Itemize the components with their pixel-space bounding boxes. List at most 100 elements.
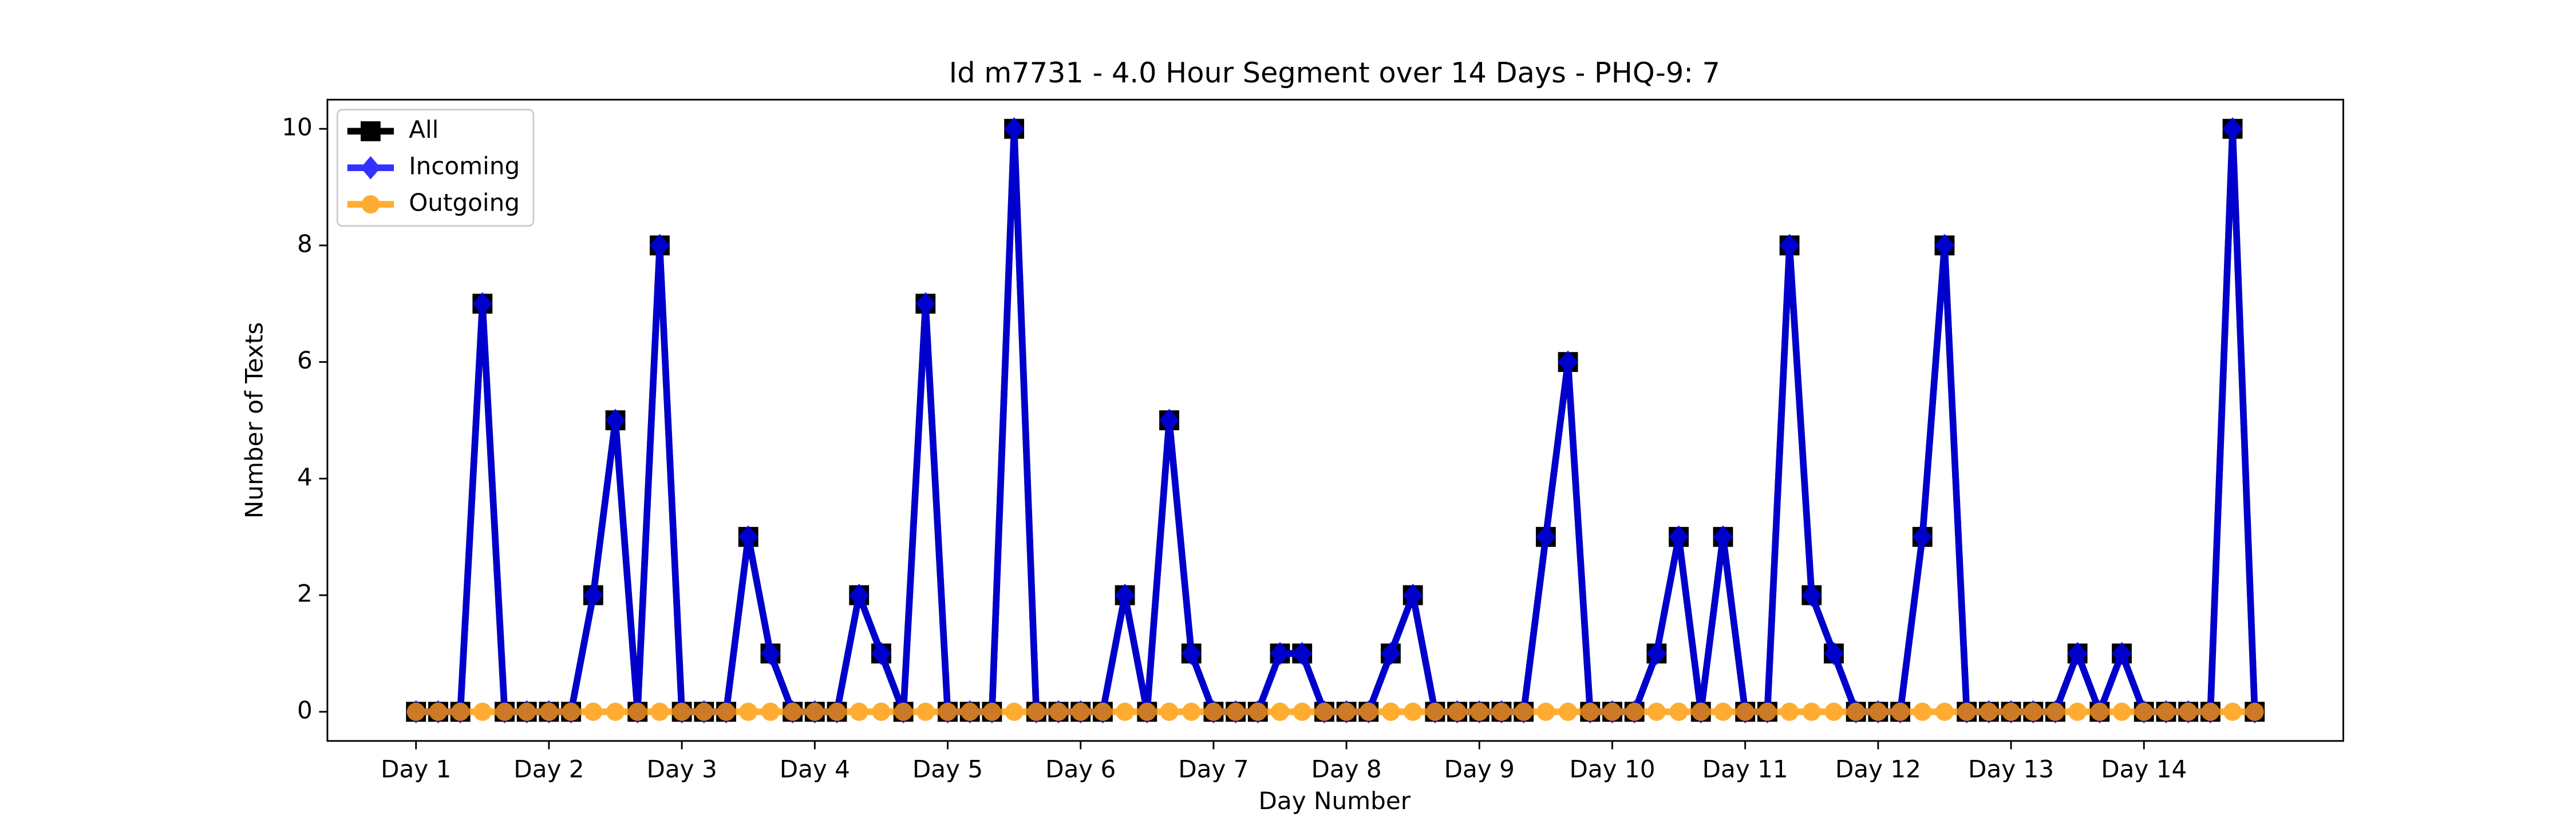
series-line [416, 125, 2258, 715]
marker [1315, 702, 1334, 721]
marker [2046, 702, 2065, 721]
marker [1646, 641, 1667, 665]
marker [2090, 702, 2109, 721]
marker [1271, 702, 1289, 721]
marker [628, 702, 647, 721]
marker [694, 702, 713, 721]
legend-entry [347, 121, 394, 141]
legend-label: All [409, 116, 438, 144]
marker [1714, 702, 1732, 721]
x-tick-label: Day 3 [646, 755, 717, 783]
marker [849, 583, 870, 607]
legend-box [336, 109, 535, 227]
marker [1492, 702, 1511, 721]
marker [1980, 702, 1998, 721]
marker [1381, 641, 1401, 665]
marker [894, 702, 913, 721]
marker [2179, 702, 2198, 721]
marker [1669, 702, 1688, 721]
marker [739, 702, 758, 721]
y-tick-label: 0 [297, 696, 313, 724]
marker [1226, 702, 1245, 721]
x-tick-label: Day 9 [1444, 755, 1515, 783]
marker [1249, 702, 1267, 721]
chart-title: Id m7731 - 4.0 Hour Segment over 14 Days… [949, 56, 1720, 89]
y-tick-label: 4 [297, 463, 313, 491]
marker [1824, 702, 1843, 721]
marker [539, 702, 558, 721]
marker [828, 702, 846, 721]
marker [1647, 702, 1666, 721]
marker [2112, 702, 2131, 721]
marker [1337, 702, 1356, 721]
marker [1514, 702, 1533, 721]
y-axis-label: Number of Texts [240, 322, 268, 518]
x-tick-label: Day 7 [1178, 755, 1249, 783]
plot-frame [326, 98, 2344, 742]
marker [1801, 583, 1822, 607]
marker [1559, 702, 1578, 721]
marker [650, 233, 670, 258]
legend-entry [347, 195, 394, 214]
marker [1934, 233, 1955, 258]
marker [451, 702, 470, 721]
marker [961, 702, 979, 721]
marker [783, 702, 802, 721]
x-tick-label: Day 2 [513, 755, 584, 783]
marker [1824, 641, 1844, 665]
marker [1736, 702, 1755, 721]
legend-label: Incoming [409, 152, 520, 180]
marker [1359, 702, 1378, 721]
marker [2024, 702, 2042, 721]
marker [562, 702, 580, 721]
marker [650, 702, 669, 721]
marker [761, 702, 780, 721]
marker [1935, 702, 1954, 721]
legend-label: Outgoing [409, 189, 520, 217]
marker [361, 121, 381, 141]
marker [1071, 702, 1090, 721]
marker [1182, 702, 1201, 721]
y-tick-label: 10 [282, 113, 313, 141]
marker [406, 702, 425, 721]
marker [2067, 641, 2088, 665]
marker [2135, 702, 2154, 721]
x-tick-label: Day 6 [1045, 755, 1116, 783]
marker [1912, 525, 1933, 549]
marker [1027, 702, 1046, 721]
marker [1536, 702, 1555, 721]
marker [1913, 702, 1932, 721]
marker [1625, 702, 1644, 721]
marker [1049, 702, 1068, 721]
marker [2222, 117, 2243, 141]
y-tick-label: 2 [297, 580, 313, 608]
marker [1470, 702, 1489, 721]
marker [429, 702, 448, 721]
marker [605, 409, 626, 432]
y-tick-label: 6 [297, 346, 313, 374]
marker [1847, 702, 1866, 721]
marker [1292, 641, 1313, 665]
marker [1669, 525, 1689, 549]
x-tick-label: Day 10 [1569, 755, 1655, 783]
series [406, 118, 2265, 722]
marker [1160, 702, 1179, 721]
marker [1891, 702, 1910, 721]
marker [1270, 641, 1290, 665]
x-tick-label: Day 11 [1702, 755, 1788, 783]
marker [2223, 702, 2242, 721]
marker [2156, 702, 2175, 721]
marker [583, 583, 603, 607]
marker [1116, 702, 1135, 721]
series [406, 117, 2265, 724]
marker [1779, 233, 1800, 258]
marker [850, 702, 868, 721]
marker [1448, 702, 1467, 721]
marker [2068, 702, 2087, 721]
marker [1004, 117, 1025, 141]
marker [1005, 702, 1024, 721]
x-tick-label: Day 14 [2101, 755, 2187, 783]
marker [982, 702, 1001, 721]
